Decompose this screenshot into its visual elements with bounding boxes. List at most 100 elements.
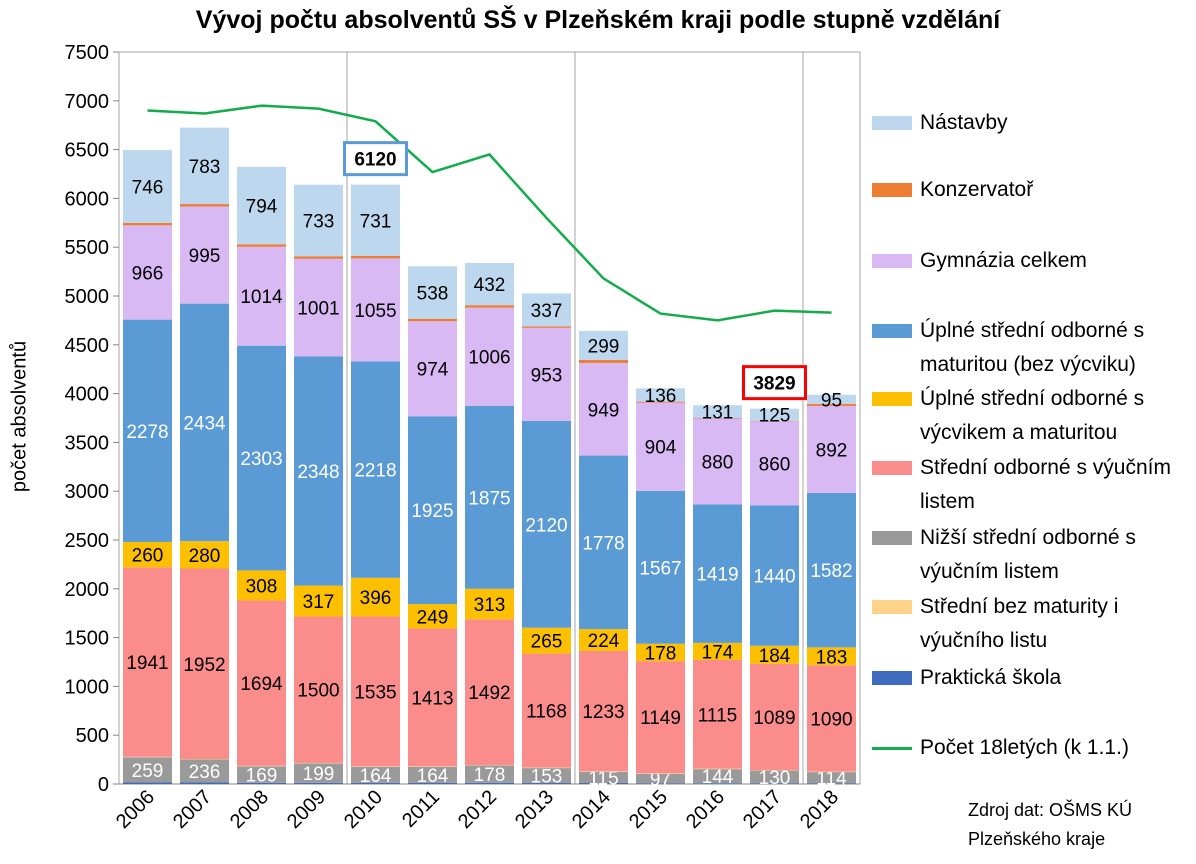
bar-segment <box>293 763 344 783</box>
bar-segment <box>521 293 572 327</box>
source-note: Zdroj dat: OŠMS KÚ Plzeňského kraje <box>968 796 1188 854</box>
bar-segment <box>806 405 857 493</box>
annotation-box <box>742 365 807 401</box>
legend-label: Úplné střední odborné s výcvikem a matur… <box>920 387 1145 444</box>
bar-data-label: 1567 <box>639 558 681 579</box>
bar-segment <box>350 766 401 783</box>
bar-data-label: 164 <box>417 766 449 787</box>
y-tick-label: 1500 <box>65 628 110 650</box>
bar-segment <box>749 505 800 646</box>
bar-segment <box>578 330 629 361</box>
bar-data-label: 259 <box>132 761 164 782</box>
bar-data-label: 1419 <box>696 565 738 586</box>
y-tick-label: 0 <box>98 774 109 796</box>
bar-segment <box>407 604 458 629</box>
bar-segment <box>407 321 458 417</box>
x-tick-label: 2014 <box>568 786 615 833</box>
bar-segment <box>122 150 173 223</box>
bar-data-label: 1233 <box>582 702 624 723</box>
bar-segment <box>464 405 515 589</box>
bar-data-label: 1440 <box>753 567 795 588</box>
bar-segment <box>749 645 800 664</box>
bar-segment <box>122 567 173 757</box>
bar-segment <box>635 490 686 644</box>
legend-swatch <box>872 183 912 197</box>
bar-data-label: 892 <box>816 440 848 461</box>
bar-data-label: 164 <box>360 766 392 787</box>
bar-segment <box>635 402 686 491</box>
y-tick-label: 3000 <box>65 481 110 503</box>
bar-segment <box>350 184 401 256</box>
bar-data-label: 904 <box>645 438 677 459</box>
y-tick-label: 5500 <box>65 237 110 259</box>
bar-segment <box>350 616 401 767</box>
bar-segment <box>635 661 686 774</box>
bar-data-label: 2278 <box>126 422 168 443</box>
legend-label: Počet 18letých (k 1.1.) <box>920 736 1129 759</box>
bar-data-label: 860 <box>759 454 791 475</box>
x-tick-label: 2015 <box>625 786 672 833</box>
legend-swatch <box>872 531 912 545</box>
bar-segment <box>464 307 515 406</box>
bar-data-label: 130 <box>759 768 791 789</box>
bar-segment <box>122 225 173 320</box>
bar-segment <box>293 356 344 586</box>
bar-segment <box>806 647 857 666</box>
bar-segment <box>350 577 401 617</box>
bar-data-label: 125 <box>759 406 791 427</box>
bar-data-label: 236 <box>189 762 221 783</box>
legend-line-swatch <box>872 747 912 750</box>
bar-data-label: 783 <box>189 157 221 178</box>
legend-label: Praktická škola <box>920 666 1062 689</box>
bar-segment <box>692 405 743 418</box>
bar-data-label: 995 <box>189 246 221 267</box>
bar-segment <box>293 256 344 259</box>
bar-data-label: 1500 <box>297 681 339 702</box>
bar-segment <box>692 418 743 505</box>
bar-segment <box>521 768 572 784</box>
bar-data-label: 184 <box>759 646 791 667</box>
bar-segment <box>635 388 686 402</box>
bar-data-label: 265 <box>531 632 563 653</box>
bar-data-label: 169 <box>246 766 278 787</box>
bar-segment <box>806 772 857 784</box>
bar-segment <box>578 362 629 456</box>
bar-segment <box>521 783 572 784</box>
x-tick-label: 2009 <box>283 786 330 833</box>
x-tick-label: 2008 <box>226 786 273 833</box>
y-tick-label: 2500 <box>65 530 110 552</box>
bar-segment <box>806 783 857 784</box>
bar-segment <box>350 255 401 259</box>
bar-segment <box>635 773 686 784</box>
x-tick-label: 2017 <box>739 786 786 833</box>
bar-segment <box>236 166 287 245</box>
source-line-1: Zdroj dat: OŠMS KÚ <box>968 800 1133 820</box>
legend-swatch <box>872 254 912 268</box>
x-tick-label: 2010 <box>340 786 387 833</box>
bar-data-label: 1006 <box>468 348 510 369</box>
bar-segment <box>635 643 686 662</box>
bar-segment <box>521 420 572 628</box>
bar-segment <box>806 394 857 404</box>
bar-data-label: 95 <box>821 390 842 411</box>
x-tick-label: 2011 <box>398 786 444 832</box>
bar-segment <box>521 326 572 328</box>
bar-data-label: 746 <box>132 177 164 198</box>
bar-segment <box>236 782 287 784</box>
x-tick-label: 2006 <box>112 786 159 833</box>
bar-data-label: 538 <box>417 283 449 304</box>
bar-segment <box>749 783 800 784</box>
bar-data-label: 183 <box>816 647 848 668</box>
bar-segment <box>179 759 230 783</box>
bar-segment <box>293 616 344 763</box>
bar-segment <box>521 653 572 768</box>
bar-data-label: 966 <box>132 263 164 284</box>
bar-data-label: 313 <box>474 595 506 616</box>
bar-segment <box>407 318 458 322</box>
bar-data-label: 1090 <box>810 709 852 730</box>
annotation-label: 3829 <box>753 374 795 395</box>
legend-swatch <box>872 324 912 338</box>
bar-segment <box>236 600 287 766</box>
bar-segment <box>179 541 230 569</box>
